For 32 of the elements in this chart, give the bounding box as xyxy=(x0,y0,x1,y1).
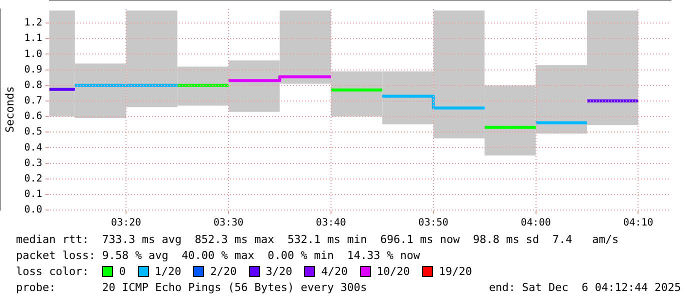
y-tick-label: 0.6 xyxy=(24,111,42,122)
y-tick-label: 1.0 xyxy=(24,48,42,60)
x-tick-label: 03:50 xyxy=(418,218,448,229)
y-tick-label: 0.5 xyxy=(24,126,42,138)
y-tick-label: 0.9 xyxy=(24,64,42,76)
y-tick-label: 0.4 xyxy=(24,142,42,154)
y-tick-label: 0.0 xyxy=(24,204,42,216)
x-tick-label: 04:10 xyxy=(623,218,654,229)
y-tick-label: 0.3 xyxy=(24,158,42,169)
y-tick-label: 0.7 xyxy=(24,96,42,107)
text: end: Sat Dec 6 04:12:44 2025 xyxy=(488,280,681,296)
x-tick-label: 03:40 xyxy=(316,218,346,229)
legend-label: 19/20 xyxy=(438,265,472,278)
x-tick-label: 04:00 xyxy=(520,218,551,229)
text: median rtt: 733.3 ms avg 852.3 ms max 532.1 ms min 696.1 ms now 98.8 ms sd 7.4 am/s xyxy=(16,232,620,248)
y-tick-label: 1.2 xyxy=(24,18,42,29)
legend-label: 4/20 xyxy=(321,265,348,278)
legend-label: 2/20 xyxy=(210,265,237,278)
text: probe: 20 ICMP Echo Pings (56 Bytes) every 300s xyxy=(16,280,367,296)
x-tick-label: 03:20 xyxy=(111,218,142,229)
legend-label: 0 xyxy=(119,265,126,278)
y-tick-label: 0.1 xyxy=(24,189,42,200)
legend-label: 1/20 xyxy=(154,265,182,278)
y-tick-label: 0.8 xyxy=(24,80,42,91)
y-axis-title: Seconds xyxy=(3,86,16,133)
legend-label: 3/20 xyxy=(266,265,292,278)
x-tick-label: 03:30 xyxy=(213,218,244,229)
y-tick-label: 0.2 xyxy=(24,173,42,184)
legend-label: 10/20 xyxy=(376,265,410,278)
text: packet loss: 9.58 % avg 40.00 % max 0.00 % min 14.33 % now xyxy=(16,248,421,264)
legend-title: loss color: xyxy=(16,265,90,278)
y-tick-label: 1.1 xyxy=(24,33,42,44)
